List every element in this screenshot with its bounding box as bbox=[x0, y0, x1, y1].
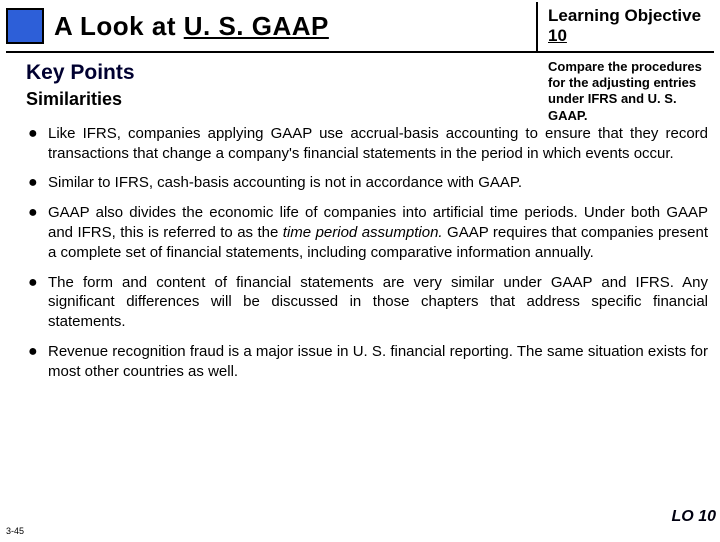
learning-objective-box: Learning Objective 10 bbox=[536, 2, 714, 51]
bullet-text: Similar to IFRS, cash-basis accounting i… bbox=[48, 173, 708, 193]
page-title: A Look at U. S. GAAP bbox=[54, 11, 329, 42]
bullet-text: Revenue recognition fraud is a major iss… bbox=[48, 342, 708, 382]
bullet-icon: ● bbox=[28, 173, 48, 193]
body-row: Key Points Similarities Compare the proc… bbox=[6, 57, 714, 124]
bullet-text: The form and content of financial statem… bbox=[48, 273, 708, 332]
list-item: ● Similar to IFRS, cash-basis accounting… bbox=[28, 173, 708, 193]
compare-text: Compare the procedures for the adjusting… bbox=[536, 57, 714, 124]
key-points-column: Key Points Similarities bbox=[6, 57, 536, 112]
lo-label: Learning Objective bbox=[548, 6, 701, 25]
bullet-icon: ● bbox=[28, 342, 48, 382]
list-item: ● The form and content of financial stat… bbox=[28, 273, 708, 332]
bullet-icon: ● bbox=[28, 203, 48, 262]
list-item: ● Revenue recognition fraud is a major i… bbox=[28, 342, 708, 382]
header-row: A Look at U. S. GAAP Learning Objective … bbox=[6, 2, 714, 53]
list-item: ● GAAP also divides the economic life of… bbox=[28, 203, 708, 262]
bullet-text: Like IFRS, companies applying GAAP use a… bbox=[48, 124, 708, 164]
title-underlined: U. S. GAAP bbox=[184, 11, 329, 41]
decor-blue-box bbox=[6, 8, 44, 44]
list-item: ● Like IFRS, companies applying GAAP use… bbox=[28, 124, 708, 164]
bullet-icon: ● bbox=[28, 273, 48, 332]
title-prefix: A Look at bbox=[54, 11, 184, 41]
similarities-subhead: Similarities bbox=[26, 89, 536, 110]
title-cell: A Look at U. S. GAAP bbox=[6, 2, 536, 51]
bullet-icon: ● bbox=[28, 124, 48, 164]
italic-term: time period assumption. bbox=[283, 224, 443, 241]
lo-number: 10 bbox=[548, 26, 567, 45]
key-points-heading: Key Points bbox=[26, 61, 536, 85]
bullet-list: ● Like IFRS, companies applying GAAP use… bbox=[28, 124, 708, 382]
lo-footer: LO 10 bbox=[672, 508, 716, 526]
bullet-text: GAAP also divides the economic life of c… bbox=[48, 203, 708, 262]
slide-number: 3-45 bbox=[6, 526, 24, 536]
